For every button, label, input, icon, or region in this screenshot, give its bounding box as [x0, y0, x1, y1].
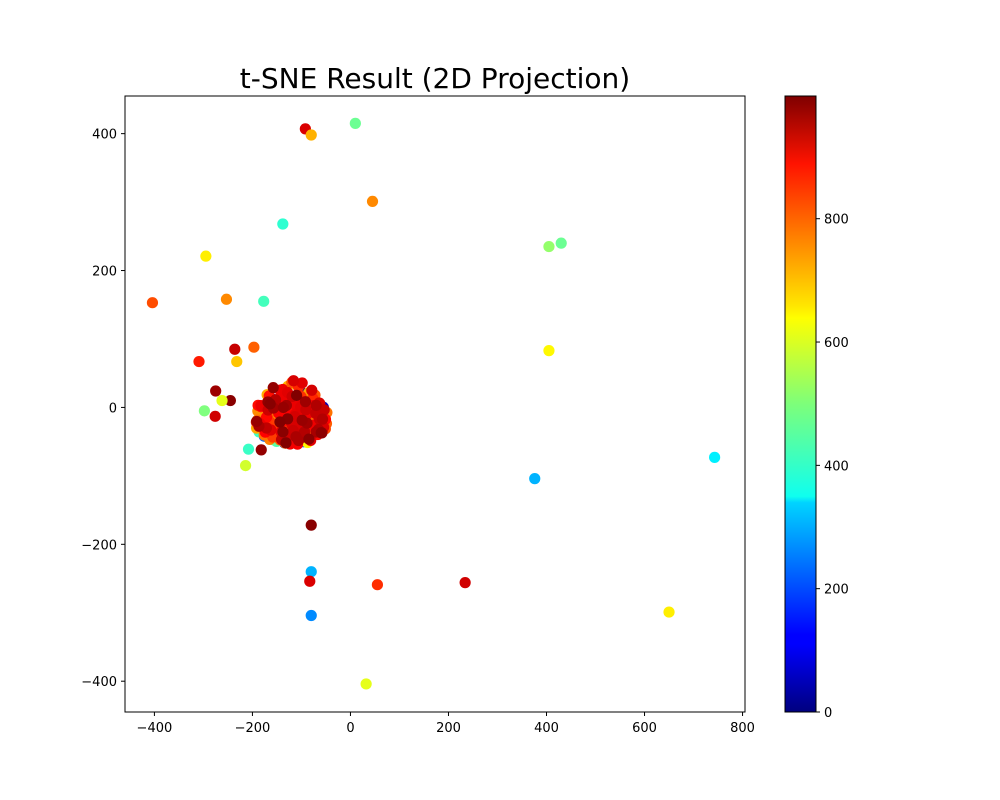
cluster-point: [299, 396, 312, 408]
cluster-point: [277, 401, 289, 414]
y-axis: −400 −200 0 200 400: [81, 128, 125, 690]
x-tick-label: −200: [235, 721, 271, 736]
scatter-point: [349, 117, 361, 129]
scatter-point: [305, 566, 317, 578]
scatter-point: [146, 297, 159, 309]
colorbar-axis: 0 200 400 600 800: [816, 213, 849, 721]
scatter-point: [193, 355, 205, 368]
scatter-point: [231, 355, 243, 368]
y-tick-label: −400: [81, 675, 117, 690]
y-tick-label: −200: [81, 538, 117, 553]
scatter-point: [200, 250, 212, 262]
x-tick-label: 400: [534, 721, 559, 736]
x-tick-label: 0: [346, 721, 354, 736]
scatter-point: [305, 129, 317, 141]
scatter-point: [248, 341, 260, 353]
x-tick-label: 200: [436, 721, 461, 736]
cluster-point: [296, 414, 308, 426]
cluster-point: [310, 399, 322, 411]
scatter-point: [543, 240, 555, 253]
scatter-point: [709, 451, 721, 463]
cluster-point: [316, 413, 329, 425]
scatter-point: [220, 293, 233, 305]
x-tick-label: −400: [137, 721, 173, 736]
colorbar-tick-label: 400: [824, 459, 849, 474]
scatter-point: [305, 609, 317, 622]
scatter-point: [198, 405, 210, 417]
cluster-point: [303, 433, 315, 445]
x-tick-label: 800: [730, 721, 755, 736]
cluster-point: [291, 389, 303, 401]
plot-area-frame: [124, 95, 746, 713]
colorbar-tick-label: 800: [824, 213, 849, 228]
colorbar-tick-label: 200: [824, 583, 849, 598]
scatter-point: [209, 410, 221, 422]
scatter-point: [242, 443, 255, 455]
x-tick-label: 600: [632, 721, 657, 736]
scatter-point: [216, 394, 228, 407]
cluster-point: [306, 384, 318, 396]
scatter-points: [146, 117, 721, 690]
scatter-point: [305, 519, 317, 531]
scatter-point: [304, 575, 316, 587]
cluster-point: [315, 427, 327, 439]
cluster-point: [277, 426, 289, 438]
scatter-point: [277, 218, 289, 230]
scatter-point: [360, 678, 372, 690]
scatter-point: [210, 385, 222, 397]
scatter-point: [255, 444, 267, 456]
scatter-point: [258, 295, 270, 307]
scatter-point: [663, 606, 675, 618]
colorbar: [784, 95, 817, 713]
y-tick-label: 200: [92, 265, 117, 280]
scatter-point: [543, 345, 555, 357]
scatter-point: [529, 473, 541, 485]
scatter-point: [229, 343, 241, 355]
scatter-point: [239, 460, 252, 472]
cluster-point: [290, 431, 302, 443]
cluster-point: [280, 437, 292, 449]
cluster-point: [251, 415, 263, 428]
cluster-point: [300, 404, 312, 416]
cluster-point: [287, 375, 300, 387]
scatter-point: [366, 195, 379, 208]
scatter-point: [371, 579, 384, 591]
chart-title: t-SNE Result (2D Projection): [240, 62, 630, 95]
cluster-point: [267, 382, 279, 394]
cluster-point: [296, 377, 308, 389]
colorbar-tick-label: 600: [824, 336, 849, 351]
scatter-point: [224, 394, 236, 407]
y-tick-label: 400: [92, 128, 117, 143]
x-axis: −400 −200 0 200 400 600 800: [137, 712, 755, 736]
cluster-point: [274, 416, 286, 428]
y-tick-label: 0: [109, 401, 117, 416]
scatter-point: [459, 577, 471, 589]
colorbar-tick-label: 0: [824, 706, 832, 721]
scatter-point: [555, 237, 567, 249]
cluster-point: [264, 398, 276, 410]
